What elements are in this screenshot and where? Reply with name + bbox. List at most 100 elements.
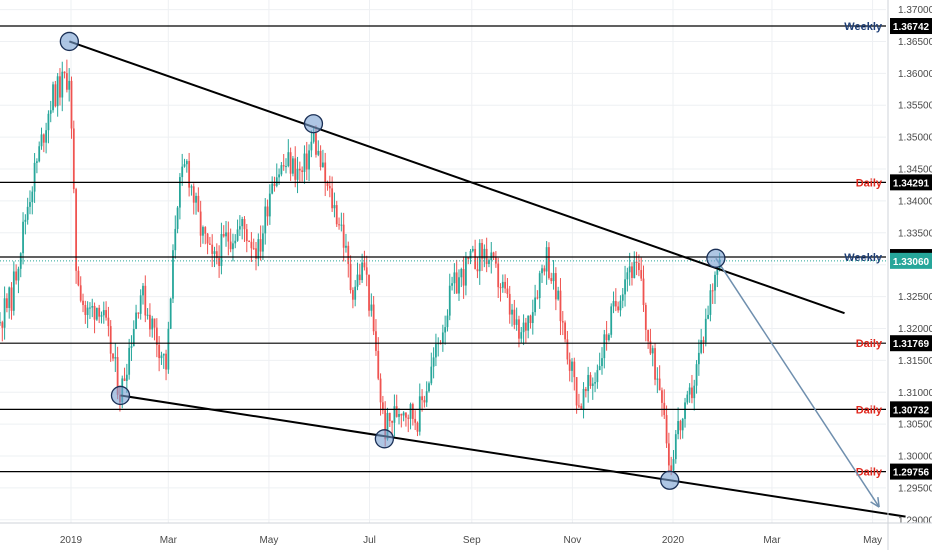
- candle-body: [476, 269, 479, 272]
- candle-body: [252, 248, 255, 250]
- candle-body: [561, 321, 564, 323]
- candle-body: [144, 285, 147, 316]
- level-price-text: 1.30732: [893, 405, 930, 416]
- candle-body: [116, 357, 119, 395]
- candle-body: [414, 418, 417, 423]
- candle-body: [160, 355, 163, 359]
- candle-body: [490, 252, 493, 261]
- candle-body: [354, 286, 357, 300]
- candle-body: [158, 344, 161, 359]
- candle-body: [504, 281, 507, 289]
- candle-body: [312, 133, 315, 142]
- candle-body: [202, 227, 204, 236]
- candle-body: [342, 224, 345, 248]
- candle-body: [647, 329, 650, 342]
- candle-body: [488, 260, 490, 264]
- candle-body: [368, 274, 370, 311]
- candle-body: [213, 251, 216, 254]
- y-tick-label: 1.34500: [898, 165, 932, 176]
- y-tick-label: 1.34000: [898, 196, 932, 207]
- level-label: Daily: [856, 338, 883, 350]
- candle-body: [524, 322, 527, 331]
- candle-body: [232, 243, 234, 250]
- candle-body: [15, 271, 18, 281]
- candle-body: [188, 161, 191, 188]
- candle-body: [347, 245, 350, 264]
- y-tick-label: 1.31500: [898, 356, 932, 367]
- level-price-text: 1.34291: [893, 178, 930, 189]
- candle-body: [363, 262, 366, 268]
- candle-body: [135, 312, 137, 329]
- candle-body: [531, 312, 534, 324]
- candle-body: [181, 166, 184, 178]
- candle-body: [448, 285, 451, 316]
- y-tick-label: 1.37000: [898, 5, 932, 16]
- candle-body: [520, 332, 523, 339]
- candle-body: [548, 247, 550, 279]
- candle-body: [714, 274, 716, 291]
- candle-body: [268, 193, 271, 217]
- candle-body: [243, 219, 246, 230]
- candle-body: [637, 263, 640, 271]
- candle-body: [109, 326, 112, 354]
- candle-body: [95, 307, 98, 320]
- candle-body: [12, 271, 15, 311]
- last-price-badge: [890, 252, 932, 269]
- candle-body: [174, 228, 177, 251]
- candle-body: [86, 307, 89, 315]
- candle-body: [485, 248, 488, 264]
- projection-arrow: [715, 257, 880, 508]
- candle-body: [552, 273, 555, 282]
- candle-body: [460, 269, 463, 278]
- candle-body: [248, 241, 250, 243]
- candle-body: [22, 221, 24, 254]
- candle-body: [578, 405, 580, 407]
- candle-body: [428, 383, 430, 392]
- candle-body: [264, 206, 267, 234]
- candle-body: [155, 327, 158, 345]
- candle-body: [169, 298, 172, 329]
- candle-body: [711, 290, 714, 292]
- candle-body: [59, 76, 61, 98]
- y-tick-label: 1.32000: [898, 324, 932, 335]
- candle-body: [633, 261, 636, 278]
- level-price-badge: [890, 174, 932, 191]
- candle-body: [679, 421, 682, 431]
- touch-point-marker: [303, 114, 324, 134]
- candle-body: [554, 273, 557, 300]
- candle-body: [294, 158, 297, 180]
- level-label: Daily: [856, 177, 883, 189]
- candle-body: [584, 388, 587, 392]
- candle-body: [29, 202, 31, 207]
- candle-body: [640, 270, 643, 279]
- candle-body: [151, 318, 154, 330]
- candle-body: [266, 206, 269, 217]
- candle-body: [642, 278, 645, 305]
- candle-body: [656, 378, 659, 380]
- candle-body: [557, 290, 560, 300]
- candle-body: [19, 253, 22, 269]
- candle-body: [518, 319, 520, 339]
- candle-body: [56, 76, 59, 107]
- candle-body: [0, 322, 1, 324]
- candle-body: [667, 443, 670, 466]
- candle-body: [545, 247, 548, 272]
- candle-body: [559, 290, 562, 322]
- y-tick-label: 1.29500: [898, 483, 932, 494]
- candle-body: [430, 366, 433, 384]
- candle-body: [322, 162, 324, 168]
- candle-body: [693, 385, 696, 399]
- candle-body: [31, 191, 34, 203]
- candle-body: [386, 412, 389, 440]
- y-tick-label: 1.33500: [898, 228, 932, 239]
- candle-body: [631, 266, 633, 278]
- candle-body: [273, 183, 276, 186]
- candle-body: [400, 414, 403, 416]
- candle-body: [183, 164, 186, 167]
- candle-body: [197, 195, 200, 212]
- candle-body: [40, 134, 43, 147]
- candle-body: [259, 239, 262, 252]
- level-price-text: 1.36742: [893, 22, 930, 33]
